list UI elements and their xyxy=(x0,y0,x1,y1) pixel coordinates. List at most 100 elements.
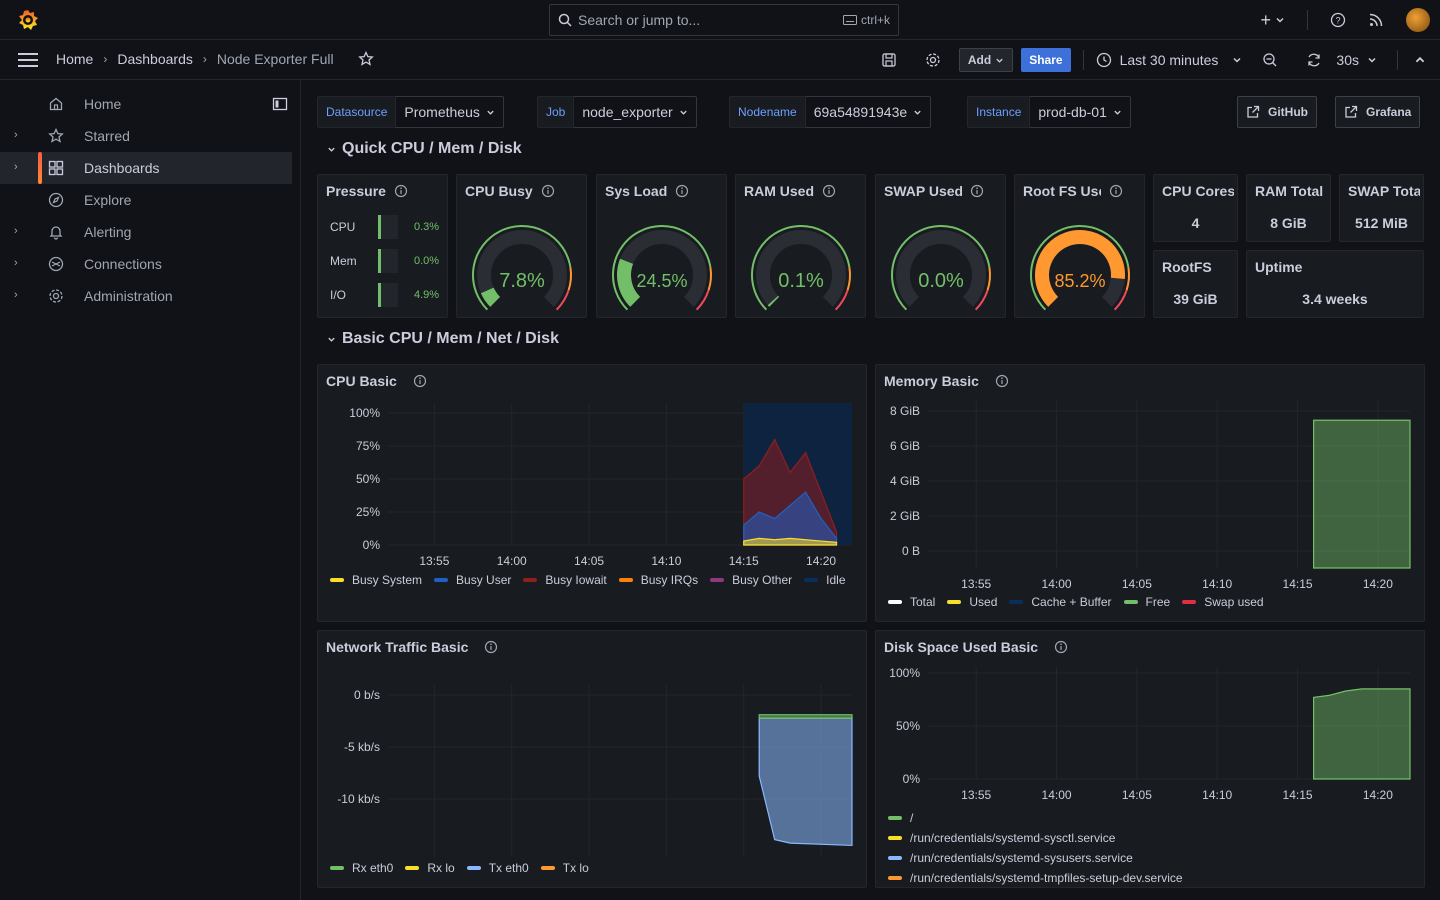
info-icon[interactable] xyxy=(1109,184,1123,198)
legend-item[interactable]: /run/credentials/systemd-sysctl.service xyxy=(888,831,1408,845)
legend-label: Idle xyxy=(826,573,846,587)
legend-item[interactable]: / xyxy=(888,811,1408,825)
refresh-interval-picker[interactable]: 30s xyxy=(1336,52,1377,68)
info-icon[interactable] xyxy=(413,374,427,388)
panel-title[interactable]: SWAP Used xyxy=(884,183,999,199)
chevron-right-icon[interactable]: › xyxy=(14,257,18,269)
info-icon[interactable] xyxy=(1054,640,1068,654)
row-header-quick[interactable]: Quick CPU / Mem / Disk xyxy=(327,140,522,158)
breadcrumb-dashboards[interactable]: Dashboards xyxy=(117,51,193,67)
instance-select[interactable]: prod-db-01 xyxy=(1030,96,1131,128)
info-icon[interactable] xyxy=(995,374,1009,388)
panel-title[interactable]: CPU Cores xyxy=(1162,183,1234,199)
search-input[interactable]: Search or jump to... ctrl+k xyxy=(549,4,899,36)
info-icon[interactable] xyxy=(822,184,836,198)
series-area xyxy=(743,537,838,546)
panel-title[interactable]: Root FS Used xyxy=(1023,183,1138,199)
chart-legend: / /run/credentials/systemd-sysctl.service… xyxy=(888,811,1408,885)
panel-title[interactable]: Sys Load xyxy=(605,183,720,199)
sidebar-item-administration[interactable]: › Administration xyxy=(0,280,292,312)
sidebar-item-explore[interactable]: Explore xyxy=(0,184,292,216)
y-tick-label: 0% xyxy=(903,772,921,786)
legend-item[interactable]: Idle xyxy=(804,573,846,587)
datasource-select[interactable]: Prometheus xyxy=(396,96,504,128)
sidebar-item-connections[interactable]: › Connections xyxy=(0,248,292,280)
legend-item[interactable]: Total xyxy=(888,595,935,609)
legend-item[interactable]: /run/credentials/systemd-tmpfiles-setup-… xyxy=(888,871,1408,885)
settings-gear-icon[interactable] xyxy=(925,52,941,68)
pressure-bar xyxy=(378,215,398,239)
legend-item[interactable]: Busy Iowait xyxy=(523,573,607,587)
row-header-basic[interactable]: Basic CPU / Mem / Net / Disk xyxy=(327,330,559,348)
x-tick-label: 13:55 xyxy=(961,577,991,591)
panel-title[interactable]: Uptime xyxy=(1255,259,1303,275)
legend-item[interactable]: Tx eth0 xyxy=(466,861,529,875)
sidebar-item-starred[interactable]: › Starred xyxy=(0,120,292,152)
legend-item[interactable]: Busy IRQs xyxy=(618,573,698,587)
legend-item[interactable]: /run/credentials/systemd-sysusers.servic… xyxy=(888,851,1408,865)
legend-item[interactable]: Free xyxy=(1123,595,1170,609)
legend-item[interactable]: Swap used xyxy=(1182,595,1264,609)
time-range-picker[interactable]: Last 30 minutes xyxy=(1096,52,1243,68)
zoom-out-icon[interactable] xyxy=(1262,52,1278,68)
legend-swatch xyxy=(330,578,344,582)
panel-title[interactable]: RootFS xyxy=(1162,259,1212,275)
star-icon[interactable] xyxy=(357,51,374,67)
info-icon[interactable] xyxy=(484,640,498,654)
legend-item[interactable]: Used xyxy=(947,595,997,609)
new-menu-button[interactable]: + xyxy=(1260,10,1285,31)
github-link-button[interactable]: GitHub xyxy=(1237,96,1317,128)
panel-title[interactable]: RAM Total xyxy=(1255,183,1324,199)
collapse-chevron-up-icon[interactable] xyxy=(1414,54,1426,66)
panel-title[interactable]: Pressure xyxy=(326,183,408,199)
job-select[interactable]: node_exporter xyxy=(574,96,697,128)
sidebar-item-dashboards[interactable]: › Dashboards xyxy=(0,152,292,184)
legend-item[interactable]: Rx lo xyxy=(405,861,455,875)
news-rss-icon[interactable] xyxy=(1368,12,1384,28)
sidebar-item-alerting[interactable]: › Alerting xyxy=(0,216,292,248)
save-icon[interactable] xyxy=(881,52,897,68)
legend-item[interactable]: Busy System xyxy=(330,573,422,587)
gauge-threshold-orange xyxy=(846,267,851,291)
panel-title[interactable]: CPU Basic xyxy=(326,373,427,389)
refresh-icon[interactable] xyxy=(1306,52,1322,68)
legend-item[interactable]: Cache + Buffer xyxy=(1009,595,1112,609)
chevron-right-icon[interactable]: › xyxy=(14,289,18,301)
panel-title[interactable]: RAM Used xyxy=(744,183,859,199)
cpu-basic-chart[interactable]: 100% 75% 50% 25% 0% 13:55 14:00 14:05 14:10 14:15… xyxy=(318,401,866,571)
info-icon[interactable] xyxy=(394,184,408,198)
dock-menu-icon[interactable] xyxy=(272,96,288,112)
user-avatar[interactable] xyxy=(1406,8,1430,32)
sidebar-item-home[interactable]: Home xyxy=(0,88,292,120)
panel-title[interactable]: Memory Basic xyxy=(884,373,1009,389)
panel-title[interactable]: CPU Busy xyxy=(465,183,580,199)
disk-space-chart[interactable]: 100% 50% 0% 13:55 14:00 14:05 14:10 14:15 14:20 xyxy=(876,667,1424,807)
x-tick-label: 14:10 xyxy=(651,554,681,568)
legend-item[interactable]: Busy User xyxy=(434,573,511,587)
gauge-threshold-orange xyxy=(1125,267,1130,291)
breadcrumb-home[interactable]: Home xyxy=(56,51,94,67)
nodename-select[interactable]: 69a54891943e xyxy=(805,96,932,128)
pressure-bar-fill xyxy=(378,249,381,273)
info-icon[interactable] xyxy=(675,184,689,198)
chevron-right-icon[interactable]: › xyxy=(14,225,18,237)
legend-item[interactable]: Tx lo xyxy=(540,861,589,875)
share-button[interactable]: Share xyxy=(1021,48,1071,72)
panel-title[interactable]: Network Traffic Basic xyxy=(326,639,498,655)
panel-title[interactable]: Disk Space Used Basic xyxy=(884,639,1068,655)
help-icon[interactable]: ? xyxy=(1330,12,1346,28)
grafana-logo-icon[interactable] xyxy=(16,8,40,32)
chevron-right-icon[interactable]: › xyxy=(14,129,18,141)
add-button[interactable]: Add xyxy=(958,48,1014,72)
chevron-right-icon[interactable]: › xyxy=(14,161,18,173)
network-traffic-chart[interactable]: 0 b/s-5 kb/s-10 kb/s13:5514:0014:0514:10… xyxy=(318,667,866,861)
menu-toggle-icon[interactable] xyxy=(18,52,38,68)
memory-basic-chart[interactable]: 8 GiB 6 GiB 4 GiB 2 GiB 0 B 13:55 14:00 14:05 14… xyxy=(876,401,1424,591)
info-icon[interactable] xyxy=(970,184,984,198)
legend-item[interactable]: Rx eth0 xyxy=(330,861,393,875)
legend-item[interactable]: Busy Other xyxy=(710,573,792,587)
info-icon[interactable] xyxy=(541,184,555,198)
panel-title[interactable]: SWAP Total xyxy=(1348,183,1420,199)
swap-used-panel: SWAP Used 0.0% xyxy=(875,174,1006,318)
grafana-link-button[interactable]: Grafana xyxy=(1335,96,1421,128)
